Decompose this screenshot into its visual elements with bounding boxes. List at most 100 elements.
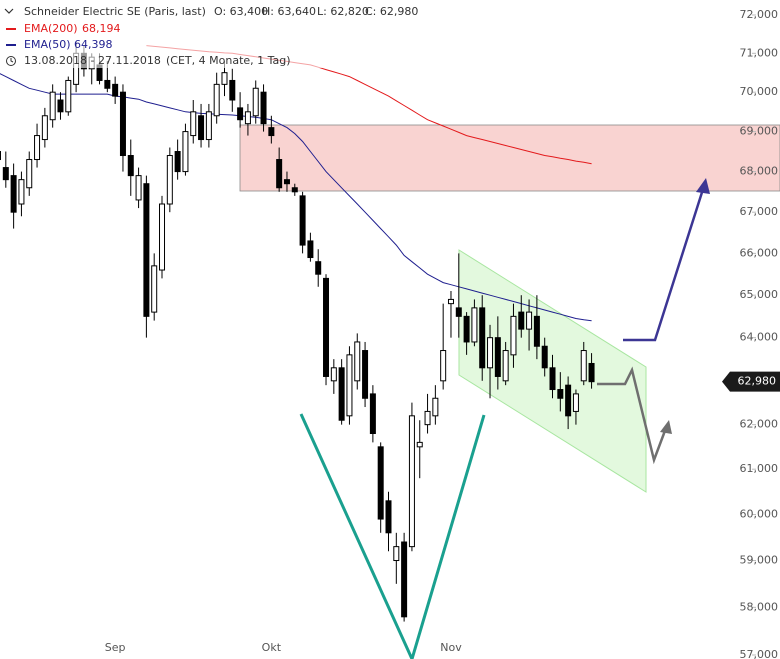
y-tick-label: 60,000 bbox=[740, 507, 779, 520]
legend-value: 64,398 bbox=[74, 38, 113, 51]
y-tick-label: 67,000 bbox=[740, 205, 779, 218]
candle-body bbox=[252, 87, 259, 117]
candle-body bbox=[260, 91, 267, 125]
legend-value: 68,194 bbox=[82, 22, 121, 35]
period: 13.08.2018 - 27.11.2018 bbox=[24, 54, 161, 67]
candle-body bbox=[57, 99, 64, 113]
candle-body bbox=[229, 79, 236, 101]
v-pattern bbox=[299, 413, 486, 659]
clock-hand bbox=[10, 58, 14, 63]
plot bbox=[0, 41, 595, 622]
candle-body bbox=[2, 167, 9, 181]
candle-body bbox=[565, 384, 572, 417]
candle-body bbox=[41, 115, 48, 141]
candle-body bbox=[104, 79, 111, 89]
candle-body bbox=[237, 107, 244, 121]
candle-body bbox=[283, 179, 290, 185]
candle-body bbox=[315, 261, 322, 275]
candle-body bbox=[198, 115, 205, 141]
candle-body bbox=[487, 337, 494, 369]
candle-body bbox=[0, 151, 1, 161]
candle-body bbox=[541, 345, 548, 369]
candle-body bbox=[159, 203, 166, 271]
candle-body bbox=[549, 367, 556, 391]
candle-body bbox=[408, 415, 415, 548]
candle-body bbox=[182, 131, 189, 173]
candle-body bbox=[49, 91, 56, 121]
header-bg bbox=[0, 2, 420, 68]
candle-body bbox=[424, 410, 431, 426]
dropdown-icon bbox=[4, 8, 14, 14]
y-tick-label: 68,000 bbox=[740, 165, 779, 178]
clock-icon bbox=[6, 56, 16, 66]
header: Schneider Electric SE (Paris, last) O: 6… bbox=[0, 2, 420, 68]
candle-body bbox=[471, 307, 478, 343]
candle-body bbox=[557, 389, 564, 399]
candle-body bbox=[510, 315, 517, 356]
candle-body bbox=[518, 311, 525, 330]
candle-body bbox=[26, 159, 33, 189]
candle-body bbox=[440, 350, 447, 382]
legend-label: EMA(200) bbox=[24, 22, 78, 35]
candle-body bbox=[393, 546, 400, 562]
candle-body bbox=[447, 298, 454, 305]
candle-body bbox=[127, 155, 134, 177]
candle-body bbox=[432, 397, 439, 417]
candle-body bbox=[346, 354, 353, 417]
price-tag-label: 62,980 bbox=[738, 375, 777, 388]
candle-body bbox=[190, 111, 197, 137]
candle-body bbox=[174, 151, 181, 173]
candle-body bbox=[119, 91, 126, 157]
arrow-head bbox=[660, 420, 672, 434]
candle-body bbox=[135, 175, 142, 201]
candle-body bbox=[463, 315, 470, 343]
candle-body bbox=[166, 155, 173, 205]
y-tick-label: 64,000 bbox=[740, 331, 779, 344]
quote: O: 63,400 bbox=[214, 5, 268, 18]
y-tick-label: 57,000 bbox=[740, 648, 779, 659]
quote: L: 62,820 bbox=[317, 5, 369, 18]
drawings bbox=[299, 178, 710, 659]
candle-body bbox=[401, 541, 408, 618]
candle-body bbox=[276, 159, 283, 189]
candle-body bbox=[221, 72, 228, 85]
candle-body bbox=[502, 350, 509, 382]
candle-body bbox=[580, 350, 587, 382]
candle-body bbox=[112, 83, 119, 97]
candle-body bbox=[338, 367, 345, 421]
arrow-up bbox=[623, 185, 706, 342]
annotations bbox=[239, 124, 780, 493]
candle-body bbox=[291, 187, 298, 193]
candle-body bbox=[10, 175, 17, 213]
candle-body bbox=[299, 195, 306, 246]
candle-body bbox=[34, 135, 41, 161]
arrow-head bbox=[696, 178, 710, 194]
period-note: (CET, 4 Monate, 1 Tag) bbox=[166, 54, 291, 67]
quote: C: 62,980 bbox=[365, 5, 418, 18]
candle-body bbox=[416, 441, 423, 448]
candle-body bbox=[323, 277, 330, 377]
candle-body bbox=[330, 367, 337, 382]
candle-body bbox=[143, 183, 150, 317]
y-tick-label: 70,000 bbox=[740, 85, 779, 98]
quote: H: 63,640 bbox=[262, 5, 316, 18]
legend-label: EMA(50) bbox=[24, 38, 71, 51]
candle-body bbox=[65, 79, 72, 113]
candle-body bbox=[362, 350, 369, 399]
y-tick-label: 58,000 bbox=[740, 600, 779, 613]
candle-body bbox=[479, 307, 486, 369]
candle-body bbox=[244, 111, 251, 125]
candle-body bbox=[588, 362, 595, 383]
y-tick-label: 65,000 bbox=[740, 288, 779, 301]
candle-body bbox=[572, 393, 579, 412]
price-tag bbox=[722, 371, 780, 392]
title: Schneider Electric SE (Paris, last) bbox=[24, 5, 206, 18]
candle-body bbox=[526, 311, 533, 330]
x-tick-label: Sep bbox=[105, 641, 126, 654]
candle-body bbox=[377, 446, 384, 520]
y-tick-label: 66,000 bbox=[740, 246, 779, 259]
ema-line bbox=[0, 73, 592, 322]
y-tick-label: 69,000 bbox=[740, 125, 779, 138]
